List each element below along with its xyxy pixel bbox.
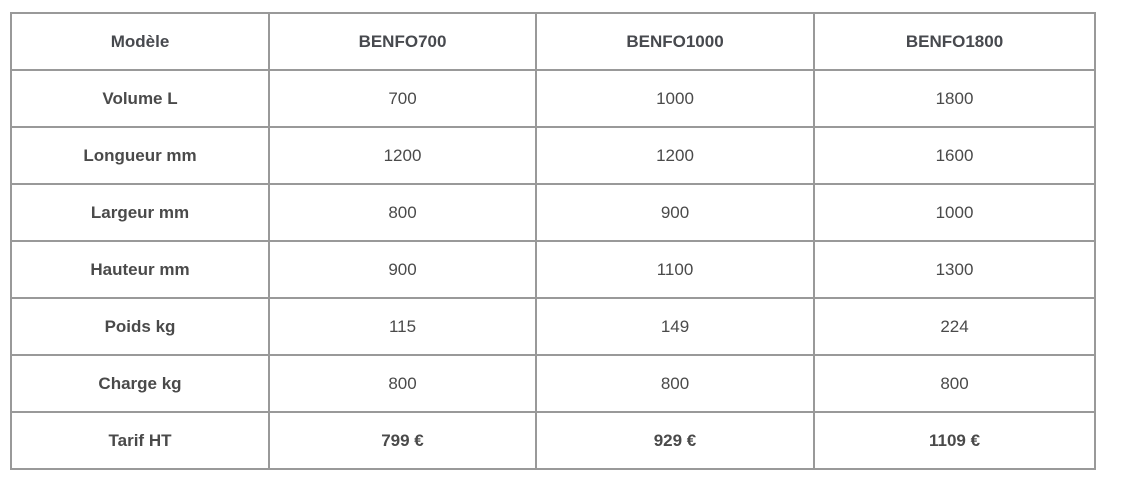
cell-value: 149 — [535, 297, 815, 356]
cell-value: 800 — [268, 354, 537, 413]
cell-value: 1600 — [813, 126, 1096, 185]
table-row-tarif: Tarif HT 799 € 929 € 1109 € — [10, 411, 1096, 470]
column-header-benfo1800: BENFO1800 — [813, 12, 1096, 71]
cell-value: 800 — [268, 183, 537, 242]
cell-value: 1000 — [813, 183, 1096, 242]
cell-value: 1000 — [535, 69, 815, 128]
cell-value: 800 — [535, 354, 815, 413]
table-row-longueur: Longueur mm 1200 1200 1600 — [10, 126, 1096, 185]
table-row-poids: Poids kg 115 149 224 — [10, 297, 1096, 356]
cell-value: 1800 — [813, 69, 1096, 128]
price-value: 1109 € — [813, 411, 1096, 470]
product-spec-table: Modèle BENFO700 BENFO1000 BENFO1800 Volu… — [10, 12, 1096, 470]
corner-header-modele: Modèle — [10, 12, 270, 71]
table-header-row: Modèle BENFO700 BENFO1000 BENFO1800 — [10, 12, 1096, 71]
cell-value: 1300 — [813, 240, 1096, 299]
row-label-charge: Charge kg — [10, 354, 270, 413]
cell-value: 900 — [268, 240, 537, 299]
cell-value: 1100 — [535, 240, 815, 299]
cell-value: 224 — [813, 297, 1096, 356]
column-header-benfo700: BENFO700 — [268, 12, 537, 71]
price-value: 799 € — [268, 411, 537, 470]
table-row-charge: Charge kg 800 800 800 — [10, 354, 1096, 413]
table-row-hauteur: Hauteur mm 900 1100 1300 — [10, 240, 1096, 299]
cell-value: 115 — [268, 297, 537, 356]
cell-value: 1200 — [268, 126, 537, 185]
row-label-longueur: Longueur mm — [10, 126, 270, 185]
row-label-volume: Volume L — [10, 69, 270, 128]
table-row-largeur: Largeur mm 800 900 1000 — [10, 183, 1096, 242]
cell-value: 700 — [268, 69, 537, 128]
row-label-hauteur: Hauteur mm — [10, 240, 270, 299]
table-row-volume: Volume L 700 1000 1800 — [10, 69, 1096, 128]
cell-value: 900 — [535, 183, 815, 242]
column-header-benfo1000: BENFO1000 — [535, 12, 815, 71]
price-value: 929 € — [535, 411, 815, 470]
row-label-tarif: Tarif HT — [10, 411, 270, 470]
row-label-poids: Poids kg — [10, 297, 270, 356]
row-label-largeur: Largeur mm — [10, 183, 270, 242]
cell-value: 1200 — [535, 126, 815, 185]
cell-value: 800 — [813, 354, 1096, 413]
